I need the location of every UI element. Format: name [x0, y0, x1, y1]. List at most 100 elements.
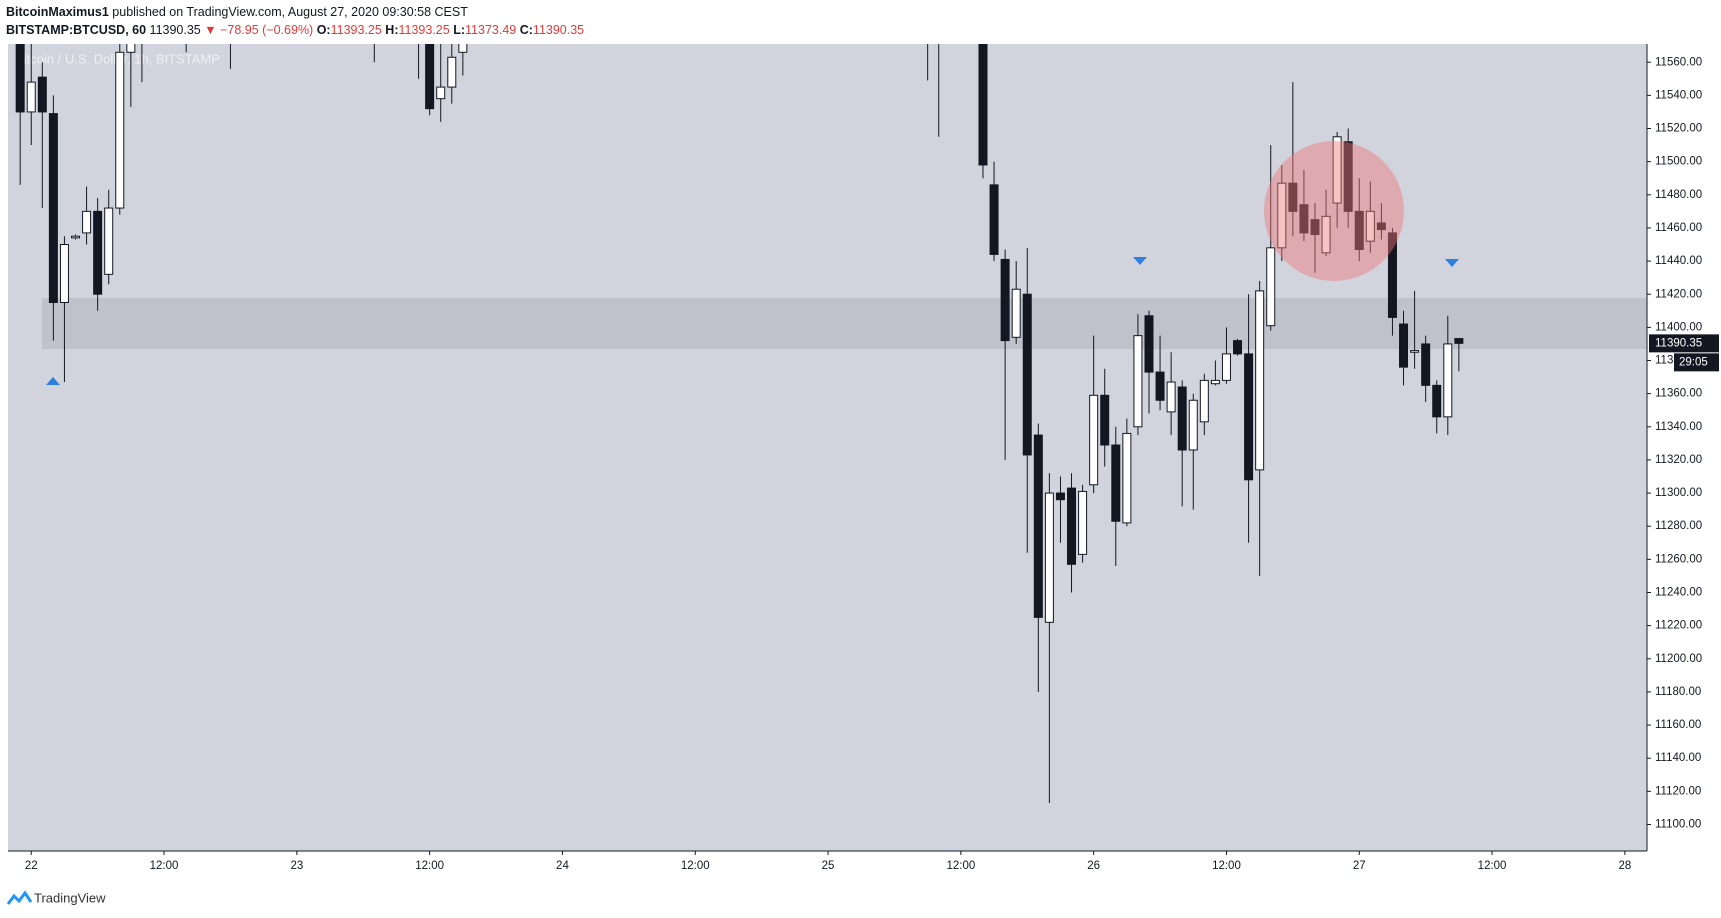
candle-body [59, 244, 69, 304]
candles [15, 0, 1464, 803]
title: published on TradingView.com, August 27,… [112, 5, 468, 19]
candle-body [1133, 335, 1143, 428]
candle-body [48, 113, 58, 304]
y-tick-label: 11180.00 [1655, 686, 1701, 698]
x-tick-label: 12:00 [946, 860, 975, 872]
candle-body [1321, 215, 1331, 254]
candle-body [935, 13, 943, 30]
x-tick-label: 12:00 [681, 860, 710, 872]
symbol: BITSTAMP:BTCUSD, 60 [6, 23, 146, 37]
y-tick-label: 11160.00 [1655, 719, 1701, 731]
candle-body [447, 56, 457, 88]
candle-body [1244, 353, 1254, 481]
candle-body [1365, 210, 1375, 242]
y-tick-label: 11420.00 [1655, 288, 1702, 300]
candle-body [924, 0, 932, 13]
candle-body [15, 44, 25, 113]
candle-body [115, 51, 125, 209]
candle-body [1078, 490, 1088, 555]
y-tick-label: 11360.00 [1655, 388, 1702, 400]
y-tick-label: 11440.00 [1655, 255, 1702, 267]
y-tick-label: 11340.00 [1655, 421, 1702, 433]
candle-body [82, 210, 92, 234]
y-tick-label: 11120.00 [1655, 785, 1701, 797]
brand-name: TradingView [34, 890, 106, 905]
candle-body [37, 76, 47, 113]
y-tick-label: 11400.00 [1655, 321, 1702, 333]
candle-body [1155, 371, 1165, 401]
x-tick-label: 12:00 [415, 860, 444, 872]
header: BitcoinMaximus1 published on TradingView… [6, 5, 468, 19]
candle-body [1266, 247, 1276, 327]
candle-body [71, 235, 81, 239]
candle-body [1432, 384, 1442, 418]
x-tick-label: 12:00 [1478, 860, 1507, 872]
candle-body [126, 44, 136, 53]
ohlc-value: 11373.49 [465, 23, 516, 37]
axes: 11100.00 11120.00 11140.00 11160.00 11180.00… [25, 56, 1719, 872]
x-tick-label: 23 [290, 860, 303, 872]
candle-body [1233, 340, 1243, 355]
ohlc-value: 11390.35 [533, 23, 584, 37]
y-tick-label: 11500.00 [1655, 156, 1702, 168]
author: BitcoinMaximus1 [6, 5, 109, 19]
brand: TradingView [6, 890, 106, 905]
y-tick-label: 11320.00 [1655, 454, 1702, 466]
last-price-label: 11390.35 [1655, 337, 1702, 349]
candle-body [1410, 350, 1420, 353]
ohlc-label: H: [385, 23, 398, 37]
support-zone [42, 298, 1647, 349]
candle-body [1000, 258, 1010, 342]
y-tick-label: 11460.00 [1655, 222, 1702, 234]
ohlc-label: C: [520, 23, 533, 37]
candle-body [436, 86, 446, 100]
x-tick-label: 12:00 [1212, 860, 1241, 872]
x-tick-label: 26 [1087, 860, 1100, 872]
candle-body [1399, 323, 1409, 368]
candle-body [1421, 343, 1431, 386]
candle-body [1288, 182, 1298, 212]
candle-body [1188, 399, 1198, 451]
candle-body [1111, 444, 1121, 522]
candle-body [1343, 141, 1353, 212]
y-tick-label: 11260.00 [1655, 553, 1702, 565]
signal-down [1133, 257, 1147, 265]
candle-body [1100, 394, 1110, 446]
candle-body [1387, 232, 1397, 318]
candle-body [1022, 293, 1032, 456]
candle-body [1443, 343, 1453, 418]
candle-body [1454, 338, 1464, 344]
x-tick-label: 12:00 [150, 860, 179, 872]
candle-body [1055, 492, 1065, 501]
candle-body [104, 207, 114, 275]
candle-body [1221, 353, 1231, 381]
ohlc-value: 11393.25 [399, 23, 450, 37]
candle-body [1354, 210, 1364, 250]
candle-body [1033, 434, 1043, 618]
candle-body [1310, 219, 1320, 236]
candle-body [1144, 315, 1154, 373]
countdown-label: 29:05 [1679, 356, 1708, 368]
candle-body [1299, 204, 1309, 234]
candle-body [989, 184, 999, 255]
candle-body [1011, 288, 1021, 338]
y-tick-label: 11560.00 [1655, 56, 1702, 68]
y-tick-label: 11540.00 [1655, 89, 1702, 101]
candle-body [1199, 379, 1209, 423]
ohlc-value: 11393.25 [331, 23, 382, 37]
candle-body [1277, 182, 1287, 249]
candle-body [1210, 379, 1220, 385]
x-tick-label: 27 [1353, 860, 1366, 872]
candle-body [425, 44, 435, 110]
signal-down [1445, 259, 1459, 267]
symbol-line: BITSTAMP:BTCUSD, 60 11390.35 ▼ −78.95 (−… [6, 23, 584, 37]
y-tick-label: 11200.00 [1655, 653, 1702, 665]
candle-body [1122, 432, 1132, 524]
ohlc-label: L: [453, 23, 465, 37]
y-tick-label: 11280.00 [1655, 520, 1702, 532]
last-price: 11390.35 [150, 23, 201, 37]
ohlc-label: O: [317, 23, 331, 37]
x-tick-label: 24 [556, 860, 569, 872]
